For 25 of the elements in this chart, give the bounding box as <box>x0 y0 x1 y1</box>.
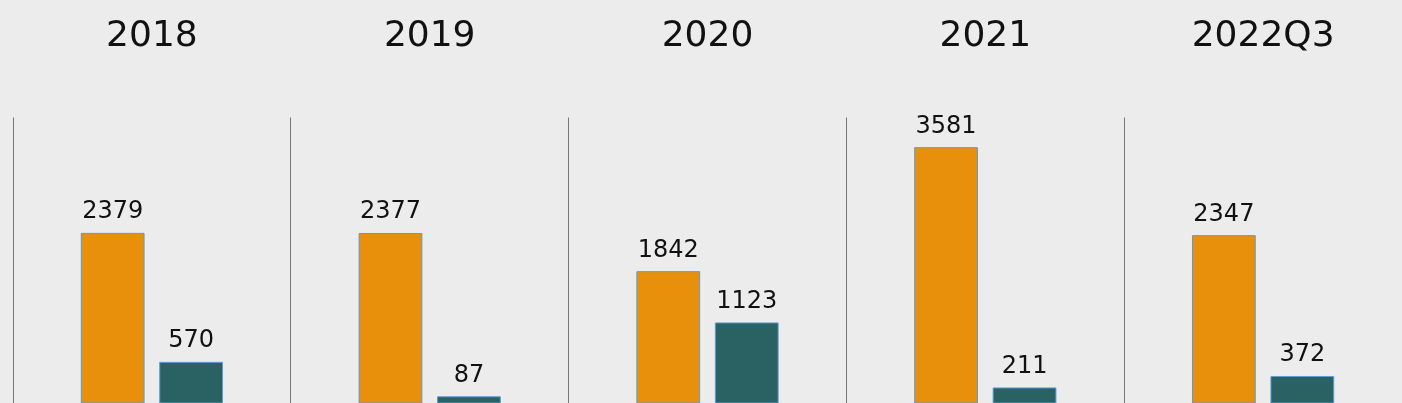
data-label: 1123 <box>716 285 778 314</box>
bar <box>914 147 978 403</box>
bar <box>437 396 501 403</box>
data-label: 372 <box>1279 339 1326 368</box>
bar <box>80 232 145 403</box>
bar <box>1270 375 1335 403</box>
data-label: 2377 <box>359 196 421 225</box>
data-label: 570 <box>168 325 215 354</box>
x-tick-label: 2019 <box>383 12 476 54</box>
bar <box>358 233 423 403</box>
bar <box>159 361 224 403</box>
bar <box>636 271 701 403</box>
x-tick-label: 2022Q3 <box>1191 12 1335 54</box>
bar <box>714 322 779 403</box>
data-label: 87 <box>453 359 485 388</box>
data-label: 211 <box>1001 350 1048 379</box>
data-label: 3581 <box>915 110 977 139</box>
data-label: 2347 <box>1193 198 1255 227</box>
bar <box>992 387 1057 403</box>
x-tick-label: 2020 <box>661 12 754 54</box>
x-tick-label: 2018 <box>106 12 198 54</box>
data-label: 2379 <box>82 196 144 225</box>
x-tick-label: 2021 <box>939 12 1032 54</box>
data-label: 1842 <box>637 234 699 263</box>
bar <box>1191 235 1256 403</box>
